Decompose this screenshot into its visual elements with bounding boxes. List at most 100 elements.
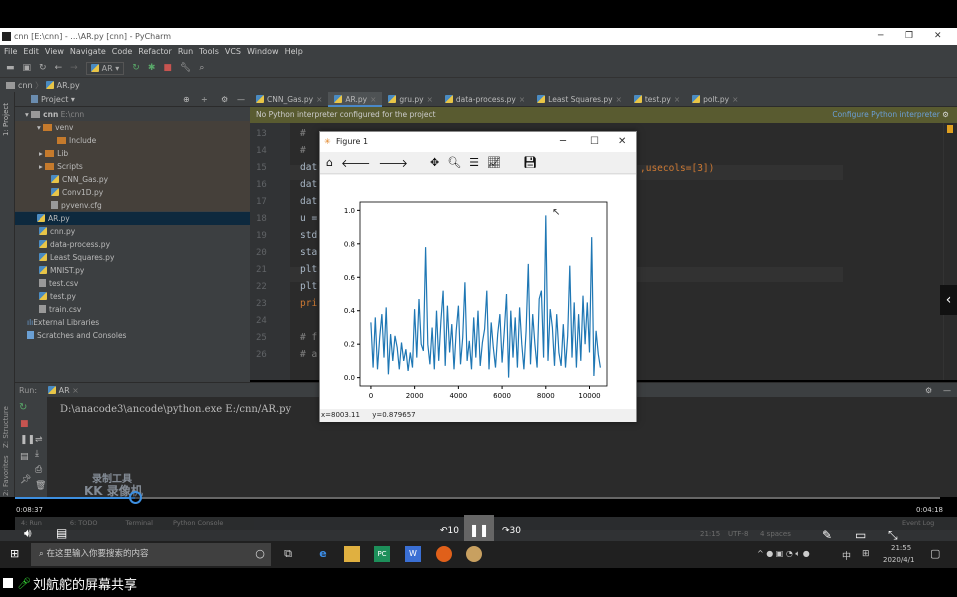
forward-icon[interactable]: →	[70, 63, 78, 73]
sync-icon[interactable]: ↻	[39, 63, 47, 73]
volume-icon[interactable]: 🔊︎	[24, 526, 32, 540]
menu-view[interactable]: View	[44, 47, 64, 56]
collapse-panel-icon[interactable]: ‹	[940, 285, 957, 315]
tool-tab-terminal[interactable]: Terminal	[125, 519, 153, 527]
tree-item-mnist[interactable]: MNIST.py	[39, 264, 84, 277]
app-icon[interactable]	[466, 546, 482, 562]
rerun-icon[interactable]: ↻	[132, 63, 140, 73]
tree-item-test-py[interactable]: test.py	[39, 290, 76, 303]
layout-icon[interactable]: ▤	[20, 452, 29, 462]
windows-start-icon[interactable]: ⊞	[10, 547, 20, 560]
clock-time[interactable]: 21:55	[891, 544, 912, 552]
menu-refactor[interactable]: Refactor	[138, 47, 172, 56]
forward-arrow-icon[interactable]: 🡒	[378, 156, 408, 170]
figure-minimize-button[interactable]: ─	[560, 136, 567, 147]
tree-item-lib[interactable]: ▸ Lib	[39, 149, 69, 158]
tab-least-squares[interactable]: Least Squares.py ×	[531, 92, 628, 107]
menu-vcs[interactable]: VCS	[224, 47, 242, 56]
pan-icon[interactable]: ✥	[429, 156, 440, 169]
task-view-icon[interactable]: ⧉	[284, 547, 292, 560]
tree-item-test-csv[interactable]: test.csv	[39, 277, 78, 290]
notification-icon[interactable]: ▢	[930, 547, 941, 560]
tool-tab-python-console[interactable]: Python Console	[172, 519, 224, 527]
tool-tab-todo[interactable]: 6: TODO	[69, 519, 98, 527]
file-encoding[interactable]: UTF-8	[728, 530, 749, 538]
pin-icon[interactable]: 📌︎	[20, 475, 32, 485]
favorites-tool-tab[interactable]: 2: Favorites	[2, 455, 10, 496]
tree-item-cnn-py[interactable]: cnn.py	[39, 225, 75, 238]
tree-item-ar[interactable]: AR.py	[15, 212, 250, 225]
edge-icon[interactable]: e	[319, 547, 327, 560]
skip-forward-button[interactable]: ↷30	[502, 526, 521, 536]
tab-cnn-gas[interactable]: CNN_Gas.py ×	[250, 92, 328, 107]
tool-tab-run[interactable]: 4: Run	[21, 519, 42, 527]
close-button[interactable]: ✕	[934, 31, 942, 41]
pause-icon[interactable]: ❚❚	[20, 435, 36, 445]
tab-data-process[interactable]: data-process.py ×	[439, 92, 531, 107]
figure-maximize-button[interactable]: ☐	[590, 136, 599, 147]
tree-item-cnn-gas[interactable]: CNN_Gas.py	[51, 173, 108, 186]
event-log[interactable]: Event Log	[902, 519, 935, 527]
video-progress-bar[interactable]	[15, 491, 940, 504]
configure-interpreter-link[interactable]: Configure Python interpreter	[832, 110, 940, 119]
edit-axes-icon[interactable]: 📈︎	[487, 156, 502, 169]
breadcrumb-cnn[interactable]: cnn	[18, 81, 33, 90]
minimize-button[interactable]: ─	[878, 31, 884, 41]
print-icon[interactable]: ⎙	[35, 465, 43, 475]
run-config-select[interactable]: AR ▾	[85, 61, 125, 75]
stop-icon[interactable]: ■	[20, 419, 29, 429]
ime-indicator[interactable]: 中	[842, 552, 852, 562]
tab-test[interactable]: test.py ×	[628, 92, 686, 107]
rerun-icon[interactable]: ↻	[19, 402, 28, 413]
hide-icon[interactable]: —	[237, 95, 245, 104]
caret-position[interactable]: 21:15	[700, 530, 721, 538]
menu-help[interactable]: Help	[284, 47, 303, 56]
tree-item-scripts[interactable]: ▸ Scripts	[39, 162, 83, 171]
figure-canvas[interactable]: 0 2000 4000 6000 8000 10000 0.0 0.2 0.4 0.6 0.8 1.0…	[320, 175, 636, 409]
tree-item-cnn[interactable]: ▾ cnn E:\cnn	[25, 110, 85, 119]
recorder-icon[interactable]	[436, 546, 452, 562]
system-tray-icons[interactable]: ^ ● ▣ ◔ 🔈︎ ●	[757, 549, 810, 558]
subplots-icon[interactable]: ☰	[469, 156, 480, 169]
back-arrow-icon[interactable]: 🡐	[340, 156, 371, 170]
pause-button[interactable]: ❚❚	[464, 515, 494, 545]
trash-icon[interactable]: 🗑︎	[35, 481, 47, 491]
maximize-button[interactable]: ❐	[905, 31, 914, 41]
keyboard-icon[interactable]: ⊞	[862, 549, 870, 559]
tree-item-external-libraries[interactable]: ılıExternal Libraries	[27, 318, 100, 327]
video-progress-knob[interactable]	[129, 491, 143, 504]
figure-close-button[interactable]: ✕	[618, 136, 627, 147]
run-tab-ar[interactable]: AR ×	[47, 386, 79, 395]
menu-run[interactable]: Run	[177, 47, 194, 56]
tree-item-data-process[interactable]: data-process.py	[39, 238, 110, 251]
structure-tool-tab[interactable]: Z: Structure	[2, 406, 10, 448]
tree-item-venv[interactable]: ▾ venv	[37, 123, 74, 132]
tree-item-train-csv[interactable]: train.csv	[39, 303, 81, 316]
exit-fullscreen-icon[interactable]: ⤡	[888, 528, 898, 542]
file-explorer-icon[interactable]	[344, 546, 360, 562]
pycharm-icon[interactable]: PC	[374, 546, 390, 562]
soft-wrap-icon[interactable]: ⇌	[35, 435, 43, 445]
menu-file[interactable]: File	[4, 47, 18, 56]
open-folder-icon[interactable]: ▬	[6, 63, 15, 73]
save-icon[interactable]: ▣	[22, 63, 32, 73]
gear-icon[interactable]: ⚙	[925, 386, 933, 395]
clock-date[interactable]: 2020/4/1	[883, 556, 915, 564]
cortana-icon[interactable]: ○	[255, 547, 265, 560]
gear-icon[interactable]: ⚙	[221, 95, 229, 104]
tab-polt[interactable]: polt.py ×	[686, 92, 744, 107]
tree-item-pyvenv[interactable]: pyvenv.cfg	[51, 199, 102, 212]
pen-icon[interactable]: ✎	[822, 528, 833, 542]
editor-scrollbar[interactable]	[943, 123, 957, 380]
back-icon[interactable]: ←	[54, 63, 63, 73]
gear-icon[interactable]: ⚙	[942, 110, 949, 119]
tree-item-least-squares[interactable]: Least Squares.py	[39, 251, 114, 264]
word-icon[interactable]: W	[405, 546, 421, 562]
home-icon[interactable]: ⌂	[326, 156, 333, 169]
collapse-icon[interactable]: ÷	[201, 95, 208, 104]
menu-code[interactable]: Code	[111, 47, 133, 56]
locate-icon[interactable]: ⊕	[183, 95, 190, 104]
tree-item-conv1d[interactable]: Conv1D.py	[51, 186, 103, 199]
tab-ar[interactable]: AR.py ×	[328, 92, 383, 107]
tab-gru[interactable]: gru.py ×	[382, 92, 438, 107]
